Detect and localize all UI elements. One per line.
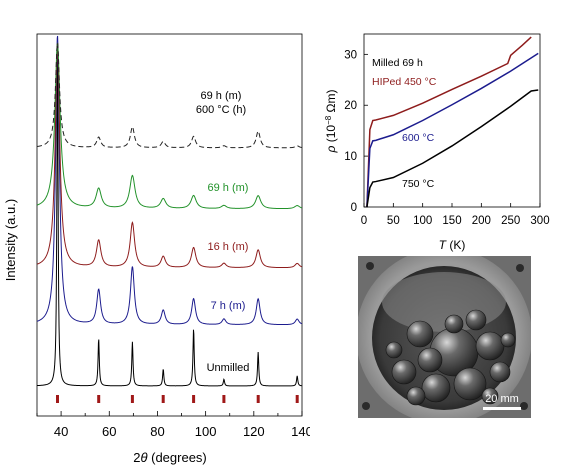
milling-ball (465, 309, 487, 331)
milling-ball (475, 331, 505, 361)
milling-ball (481, 387, 499, 405)
series-label-600: 600 °C (402, 132, 435, 144)
bolt-hole (516, 264, 524, 272)
y-tick-label: 0 (351, 202, 357, 214)
milling-ball (453, 367, 487, 401)
reference-tick (97, 395, 101, 403)
x-tick-label: 0 (361, 215, 367, 227)
y-tick-label: 20 (344, 100, 357, 112)
y-tick-label: 30 (344, 49, 357, 61)
milling-ball (417, 347, 443, 373)
scale-bar-line (483, 407, 521, 410)
scale-bar-label: 20 mm (485, 393, 519, 405)
vial-inner-wall (382, 272, 506, 332)
series-label: Unmilled (207, 362, 250, 374)
x-tick-label: 100 (413, 215, 432, 227)
xrd-chart: 40 60 80 100 120 140 Unmilled 7 h (m) 16 h (m) 6… (3, 33, 310, 465)
resistivity-chart: 0 50 100 150 200 250 300 0 10 20 30 Milled 69 h HI… (324, 33, 550, 252)
milling-ball (406, 320, 434, 348)
xrd-trace (36, 55, 302, 387)
xrd-x-axis-label: 2θ (degrees) (133, 450, 207, 465)
y-tick-label: 10 (344, 151, 357, 163)
resistivity-curve (366, 36, 532, 208)
xrd-trace (36, 35, 303, 326)
x-tick-label: 200 (472, 215, 491, 227)
x-tick-label: 140 (291, 424, 310, 439)
x-tick-label: 120 (243, 424, 265, 439)
xrd-trace (36, 42, 303, 210)
scale-bar: 20 mm (483, 393, 521, 410)
milling-vial-photo: 20 mm (358, 256, 531, 418)
x-tick-label: 40 (54, 424, 68, 439)
x-tick-label: 60 (102, 424, 116, 439)
x-tick-label: 250 (501, 215, 520, 227)
x-tick-label: 100 (195, 424, 217, 439)
milling-ball (406, 386, 426, 406)
resistivity-x-axis-label: T (K) (439, 238, 466, 252)
series-label-750: 750 °C (402, 178, 435, 190)
xrd-trace (36, 43, 303, 269)
series-label: 69 h (m) (208, 182, 249, 194)
milling-ball (444, 314, 464, 334)
series-label: 7 h (m) (211, 300, 246, 312)
x-tick-label: 150 (442, 215, 461, 227)
reference-tick (295, 395, 299, 403)
milling-ball (500, 332, 516, 348)
xrd-y-axis-label: Intensity (a.u.) (3, 199, 18, 281)
reference-tick (161, 395, 165, 403)
milling-ball (489, 361, 511, 383)
bolt-hole (366, 262, 374, 270)
reference-tick (256, 395, 260, 403)
xrd-trace (36, 41, 302, 149)
reference-tick (56, 395, 59, 403)
milling-ball (421, 373, 451, 403)
x-tick-label: 50 (387, 215, 400, 227)
reference-tick (192, 395, 196, 403)
resistivity-curve (366, 52, 539, 208)
bolt-hole (520, 402, 528, 410)
resistivity-y-axis-label: ρ (10−8 Ωm) (324, 90, 338, 154)
milling-ball (385, 341, 403, 359)
x-tick-label: 80 (150, 424, 164, 439)
series-label: 16 h (m) (208, 241, 249, 253)
resistivity-legend-title: Milled 69 h (372, 57, 423, 69)
x-tick-label: 300 (530, 215, 549, 227)
series-label-hiped-450: HIPed 450 °C (372, 76, 437, 88)
xrd-plot-frame (36, 33, 303, 417)
reference-tick (222, 395, 226, 403)
resistivity-curve (366, 89, 539, 208)
reference-tick (130, 395, 134, 403)
series-label: 600 °C (h) (196, 104, 246, 116)
bolt-hole (362, 402, 370, 410)
milling-ball (391, 359, 417, 385)
series-label: 69 h (m) (201, 90, 242, 102)
